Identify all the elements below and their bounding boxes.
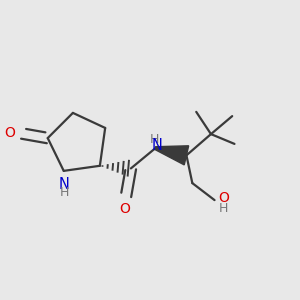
Text: H: H	[60, 186, 69, 199]
Text: H: H	[149, 133, 159, 146]
Text: H: H	[219, 202, 228, 215]
Text: O: O	[119, 202, 130, 216]
Text: N: N	[152, 138, 163, 153]
Text: O: O	[4, 126, 15, 140]
Text: O: O	[218, 191, 229, 205]
Polygon shape	[155, 146, 189, 165]
Text: N: N	[59, 177, 70, 192]
